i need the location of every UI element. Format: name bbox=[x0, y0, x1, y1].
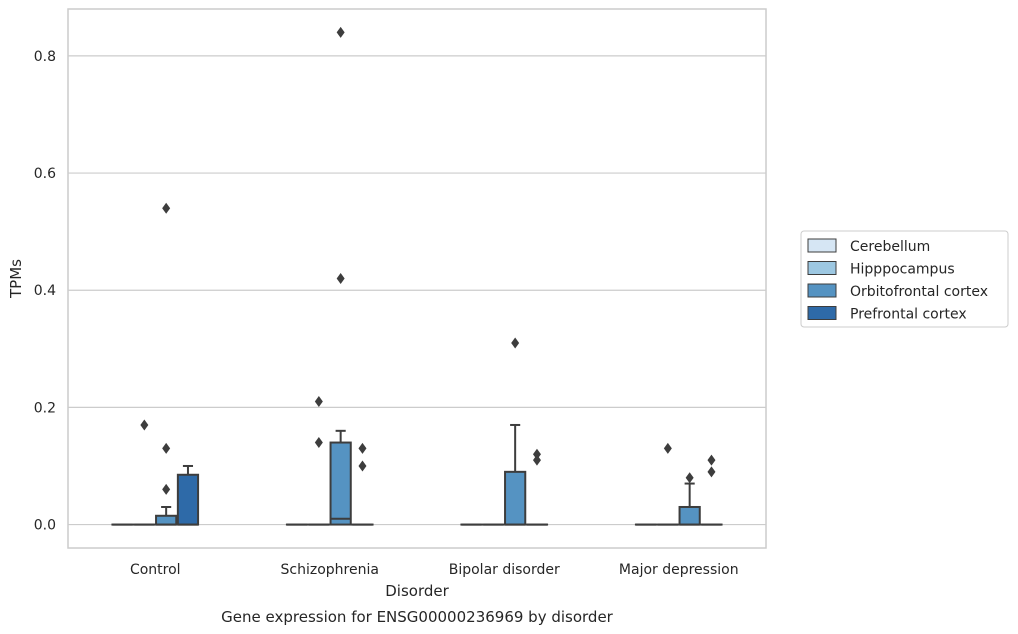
box bbox=[176, 473, 200, 526]
x-tick-label: Bipolar disorder bbox=[449, 562, 560, 578]
outlier-point bbox=[314, 396, 323, 408]
box bbox=[329, 441, 352, 526]
legend-label: Orbitofrontal cortex bbox=[850, 284, 988, 300]
x-tick-label: Control bbox=[130, 562, 181, 578]
y-tick-label: 0.8 bbox=[34, 49, 56, 65]
outlier-point bbox=[511, 337, 520, 349]
y-tick-label: 0.0 bbox=[34, 518, 56, 534]
outlier-point bbox=[663, 442, 672, 454]
legend-frame bbox=[800, 230, 1009, 328]
plot-frame bbox=[67, 8, 767, 549]
outlier-point bbox=[336, 26, 345, 38]
legend-label: Hipppocampus bbox=[850, 262, 955, 278]
box bbox=[504, 470, 527, 526]
outlier-point bbox=[358, 442, 367, 454]
outlier-point bbox=[532, 454, 541, 466]
legend-swatch bbox=[807, 261, 837, 275]
outlier-layer bbox=[140, 26, 716, 495]
y-tick-label: 0.4 bbox=[34, 283, 56, 299]
legend-swatch bbox=[807, 283, 837, 298]
x-tick-labels: Control Schizophrenia Bipolar disorder Majo… bbox=[130, 562, 739, 578]
outlier-point bbox=[358, 460, 367, 472]
outlier-point bbox=[336, 273, 345, 284]
x-axis-label: Disorder bbox=[385, 582, 449, 600]
box bbox=[678, 505, 701, 526]
y-tick-label: 0.2 bbox=[34, 400, 56, 416]
legend: Cerebellum Hipppocampus Orbitofrontal cort… bbox=[800, 230, 1009, 328]
outlier-point bbox=[707, 466, 716, 478]
outlier-point bbox=[140, 419, 149, 431]
legend-label: Prefrontal cortex bbox=[850, 307, 967, 323]
outlier-point bbox=[162, 442, 171, 454]
y-axis-label: TPMs bbox=[7, 259, 25, 299]
outlier-point bbox=[314, 437, 323, 449]
legend-label: Cerebellum bbox=[850, 239, 930, 255]
box bbox=[155, 514, 178, 526]
legend-swatch bbox=[807, 306, 837, 320]
y-tick-labels: 0.0 0.2 0.4 0.6 0.8 bbox=[34, 49, 56, 534]
box-layer bbox=[111, 423, 723, 526]
x-tick-label: Major depression bbox=[619, 562, 739, 578]
legend-swatch bbox=[807, 238, 837, 253]
chart-caption: Gene expression for ENSG00000236969 by d… bbox=[221, 608, 614, 626]
outlier-point bbox=[162, 202, 171, 214]
outlier-point bbox=[707, 454, 716, 466]
x-tick-label: Schizophrenia bbox=[281, 562, 379, 578]
outlier-point bbox=[162, 483, 171, 495]
y-tick-label: 0.6 bbox=[34, 166, 56, 182]
outlier-point bbox=[532, 448, 541, 460]
gridlines bbox=[68, 55, 766, 526]
outlier-point bbox=[685, 472, 694, 484]
